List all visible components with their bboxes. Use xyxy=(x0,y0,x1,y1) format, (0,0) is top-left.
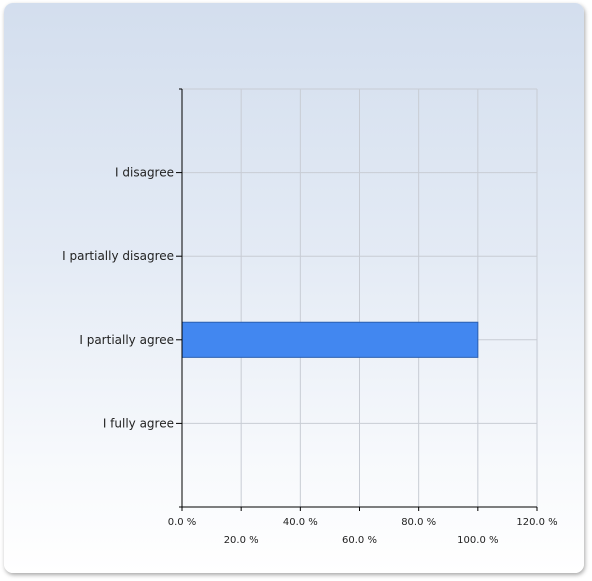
x-tick-label: 100.0 % xyxy=(457,535,498,546)
category-label: I disagree xyxy=(115,166,174,180)
x-tick-label: 0.0 % xyxy=(168,517,197,528)
x-tick-label: 80.0 % xyxy=(401,517,436,528)
labels: I disagree I partially disagree I partiall… xyxy=(62,166,558,546)
x-tick-label: 60.0 % xyxy=(342,535,377,546)
chart-panel xyxy=(4,3,584,573)
category-label: I fully agree xyxy=(103,416,174,430)
bars xyxy=(181,321,479,358)
category-label: I partially agree xyxy=(79,333,174,347)
x-tick-label: 120.0 % xyxy=(516,517,557,528)
x-tick-label: 40.0 % xyxy=(283,517,318,528)
category-label: I partially disagree xyxy=(62,249,174,263)
x-tick-label: 20.0 % xyxy=(224,535,259,546)
axes xyxy=(176,88,538,511)
bar xyxy=(181,321,479,358)
grid-lines xyxy=(182,88,538,507)
